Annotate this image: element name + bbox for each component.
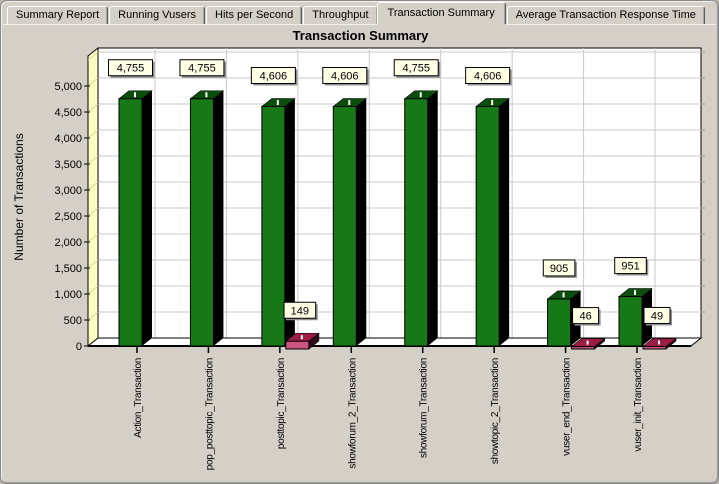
x-category-label: showforum_Transaction: [419, 358, 430, 458]
value-label: 4,606: [322, 66, 369, 86]
y-tick-label: 3,500: [54, 159, 82, 171]
bar-fail: [642, 337, 677, 350]
svg-text:49: 49: [651, 310, 663, 322]
wall-hatch: [87, 233, 99, 243]
y-tick-label: 500: [64, 315, 82, 327]
value-label: 905: [542, 259, 577, 278]
value-label: 4,606: [465, 66, 512, 86]
svg-text:951: 951: [621, 261, 639, 273]
tab-hits-per-second[interactable]: Hits per Second: [206, 6, 303, 24]
tab-running-vusers[interactable]: Running Vusers: [109, 6, 205, 24]
value-label: 4,755: [179, 59, 226, 78]
x-category-label: Action_Transaction: [133, 358, 144, 438]
wall-hatch: [87, 285, 99, 295]
wall-hatch: [87, 129, 99, 139]
svg-text:4,755: 4,755: [188, 63, 216, 75]
value-label: 4,755: [393, 59, 441, 78]
bar-pass: [403, 90, 439, 347]
bar-pass: [118, 90, 153, 347]
y-tick-label: 1,000: [54, 289, 82, 301]
value-label: 46: [572, 307, 601, 326]
wall-hatch: [87, 51, 99, 61]
y-tick-label: 3,000: [54, 185, 82, 197]
plot-area: [97, 47, 702, 339]
svg-text:46: 46: [579, 311, 591, 323]
x-category-label: posttopic_Transaction: [276, 358, 287, 449]
svg-text:4,755: 4,755: [117, 63, 145, 75]
value-label: 4,755: [108, 59, 155, 78]
svg-text:4,606: 4,606: [260, 70, 288, 82]
svg-text:4,606: 4,606: [474, 70, 502, 82]
value-label: 951: [614, 257, 649, 276]
x-category-label: vuser_end_Transaction: [562, 358, 573, 456]
svg-text:905: 905: [550, 263, 568, 275]
bar-pass: [189, 90, 225, 347]
wall-hatch: [87, 155, 99, 165]
y-tick-label: 2,500: [54, 211, 82, 223]
x-category-label: showforum_2_Transaction: [347, 358, 358, 469]
value-label: 149: [283, 301, 318, 321]
x-category-label: showtopic_2_Transaction: [490, 358, 501, 464]
tab-transaction-summary[interactable]: Transaction Summary: [376, 2, 506, 24]
bar-fail: [570, 337, 606, 350]
y-tick-label: 0: [76, 341, 82, 353]
value-label: 49: [643, 306, 673, 326]
wall-hatch: [87, 103, 99, 113]
wall-hatch: [87, 311, 99, 321]
chart-floor: [86, 337, 703, 347]
bar-fail: [285, 332, 320, 350]
y-tick-label: 1,500: [54, 263, 82, 275]
y-tick-label: 5,000: [54, 81, 82, 93]
wall-hatch: [87, 259, 99, 269]
wall-hatch: [87, 77, 99, 87]
tab-throughput[interactable]: Throughput: [303, 6, 378, 24]
value-label: 4,606: [250, 66, 298, 86]
svg-text:4,606: 4,606: [331, 70, 359, 82]
chart-title: Transaction Summary: [292, 28, 429, 43]
wall-hatch: [87, 207, 99, 217]
svg-text:149: 149: [291, 305, 309, 317]
tab-summary-report[interactable]: Summary Report: [7, 6, 109, 24]
tab-bar: Summary Report Running Vusers Hits per Sec…: [1, 1, 718, 24]
y-tick-label: 4,000: [54, 133, 82, 145]
y-tick-label: 4,500: [54, 107, 82, 119]
wall-hatch: [87, 181, 99, 191]
svg-text:4,755: 4,755: [402, 63, 430, 75]
bar-pass: [475, 98, 511, 347]
x-category-label: pop_posttopic_Transaction: [204, 358, 215, 470]
tab-average-transaction-response-time[interactable]: Average Transaction Response Time: [506, 6, 705, 24]
y-axis-title: Number of Transactions: [12, 133, 26, 260]
x-category-label: vuser_init_Transaction: [633, 358, 644, 452]
bar-pass: [261, 98, 296, 347]
bar-pass: [332, 98, 368, 347]
chart-wall: [87, 46, 99, 348]
y-tick-label: 2,000: [54, 237, 82, 249]
